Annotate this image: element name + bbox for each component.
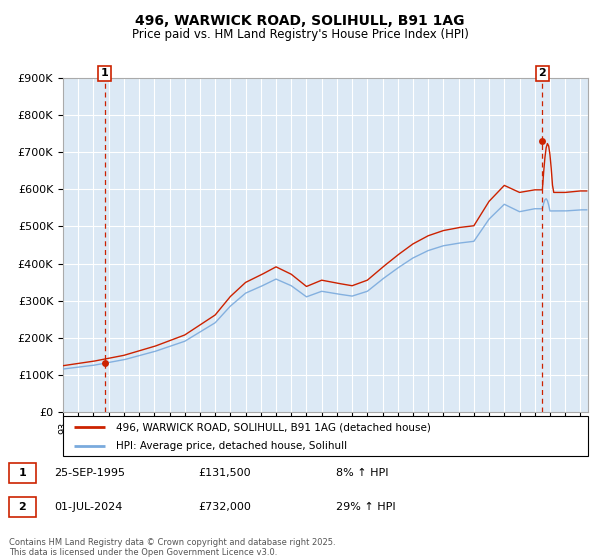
Text: 2: 2	[538, 68, 546, 78]
Text: £131,500: £131,500	[198, 468, 251, 478]
Text: £732,000: £732,000	[198, 502, 251, 512]
Text: 496, WARWICK ROAD, SOLIHULL, B91 1AG: 496, WARWICK ROAD, SOLIHULL, B91 1AG	[135, 14, 465, 28]
Text: HPI: Average price, detached house, Solihull: HPI: Average price, detached house, Soli…	[115, 441, 347, 451]
Text: 2: 2	[19, 502, 26, 512]
Text: 25-SEP-1995: 25-SEP-1995	[54, 468, 125, 478]
Text: 01-JUL-2024: 01-JUL-2024	[54, 502, 122, 512]
FancyBboxPatch shape	[63, 416, 588, 456]
Text: Contains HM Land Registry data © Crown copyright and database right 2025.
This d: Contains HM Land Registry data © Crown c…	[9, 538, 335, 557]
Text: 1: 1	[19, 468, 26, 478]
Text: 1: 1	[101, 68, 109, 78]
Text: 8% ↑ HPI: 8% ↑ HPI	[336, 468, 389, 478]
Text: 29% ↑ HPI: 29% ↑ HPI	[336, 502, 395, 512]
Text: 496, WARWICK ROAD, SOLIHULL, B91 1AG (detached house): 496, WARWICK ROAD, SOLIHULL, B91 1AG (de…	[115, 422, 430, 432]
Text: Price paid vs. HM Land Registry's House Price Index (HPI): Price paid vs. HM Land Registry's House …	[131, 28, 469, 41]
